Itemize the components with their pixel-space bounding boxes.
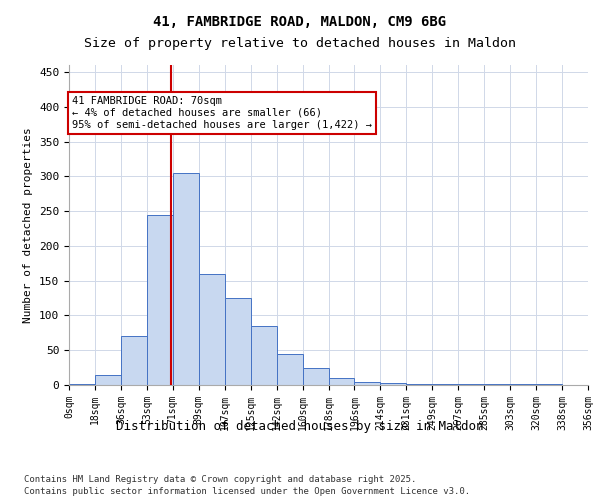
Bar [199, 274, 224, 385]
Bar [69, 384, 95, 385]
Bar [536, 384, 562, 385]
Bar [147, 214, 173, 385]
Bar [121, 336, 147, 385]
Bar [173, 173, 199, 385]
Text: 41 FAMBRIDGE ROAD: 70sqm
← 4% of detached houses are smaller (66)
95% of semi-de: 41 FAMBRIDGE ROAD: 70sqm ← 4% of detache… [72, 96, 372, 130]
Text: Contains HM Land Registry data © Crown copyright and database right 2025.: Contains HM Land Registry data © Crown c… [24, 475, 416, 484]
Bar [277, 354, 302, 385]
Bar [224, 298, 251, 385]
Bar [355, 382, 380, 385]
Text: Contains public sector information licensed under the Open Government Licence v3: Contains public sector information licen… [24, 488, 470, 496]
Bar [95, 374, 121, 385]
Bar [380, 383, 406, 385]
Bar [510, 384, 536, 385]
Bar [432, 384, 458, 385]
Bar [251, 326, 277, 385]
Text: Size of property relative to detached houses in Maldon: Size of property relative to detached ho… [84, 38, 516, 51]
Text: 41, FAMBRIDGE ROAD, MALDON, CM9 6BG: 41, FAMBRIDGE ROAD, MALDON, CM9 6BG [154, 15, 446, 29]
Text: Distribution of detached houses by size in Maldon: Distribution of detached houses by size … [116, 420, 484, 433]
Bar [329, 378, 355, 385]
Bar [302, 368, 329, 385]
Bar [484, 384, 510, 385]
Bar [406, 384, 432, 385]
Y-axis label: Number of detached properties: Number of detached properties [23, 127, 34, 323]
Bar [458, 384, 484, 385]
